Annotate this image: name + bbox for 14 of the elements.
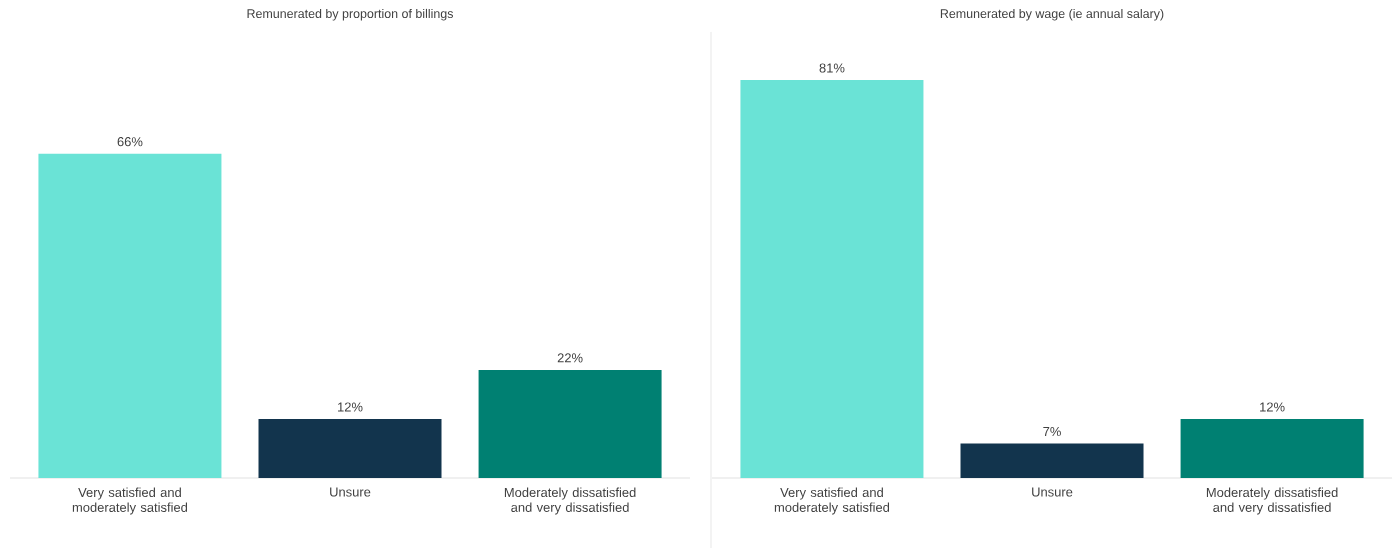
chart-title: Remunerated by proportion of billings: [247, 8, 454, 21]
x-tick-label: Unsure: [1032, 487, 1073, 497]
x-tick-label: Moderately dissatisfied and very dissatisfied: [504, 487, 636, 515]
data-label: 12%: [1260, 402, 1285, 412]
data-label: 66%: [117, 137, 143, 147]
data-label: 12%: [338, 402, 363, 412]
data-label: 81%: [819, 63, 845, 73]
x-tick-label: Unsure: [330, 487, 371, 497]
data-label: 7%: [1043, 427, 1061, 437]
x-tick-label: Very satisfied and moderately satisfied: [72, 487, 188, 515]
data-label: 22%: [557, 353, 583, 363]
chart-title: Remunerated by wage (ie annual salary): [940, 8, 1164, 21]
x-tick-label: Moderately dissatisfied and very dissatisfied: [1206, 487, 1338, 515]
x-tick-label: Very satisfied and moderately satisfied: [774, 487, 890, 515]
